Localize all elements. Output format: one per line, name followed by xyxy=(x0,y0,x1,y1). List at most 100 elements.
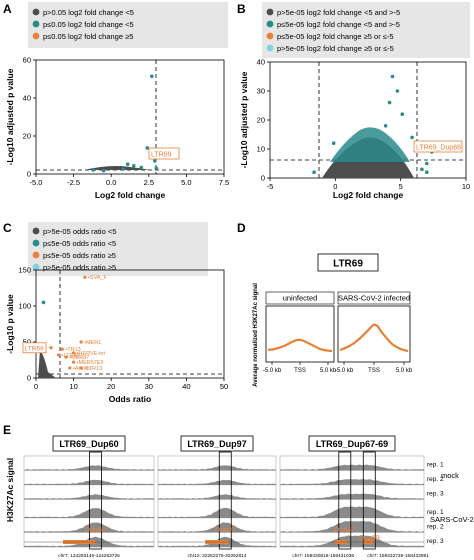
region-coords: chr12: 32252275-32252814 xyxy=(188,553,247,559)
legend-b-item-swatch xyxy=(266,8,274,16)
panel-letter-b: B xyxy=(237,2,246,16)
panel-letter-e: E xyxy=(3,423,11,437)
signal-track xyxy=(280,521,424,533)
region-highlight-box xyxy=(218,451,232,550)
legend-a-item-label: p>0.05 log2 fold change <5 xyxy=(43,8,134,17)
profile-infected xyxy=(339,323,409,353)
legend-a-item-swatch xyxy=(32,32,40,40)
data-point-b xyxy=(331,141,336,145)
data-point-a xyxy=(150,74,154,79)
data-point-a xyxy=(121,167,126,171)
plot-c-frame xyxy=(35,269,225,379)
signal-track xyxy=(158,494,276,500)
dup-label: Dup69 xyxy=(359,535,380,542)
data-point-b xyxy=(425,170,429,174)
legend-b-item-swatch xyxy=(266,32,274,40)
axis-c-ytick-label: 50 xyxy=(23,338,31,347)
data-point-b xyxy=(390,74,395,79)
signal-track xyxy=(280,506,424,518)
tracks-e: LTR69_Dup60 Dup60 chr7: 124263146-12426372… xyxy=(23,435,429,559)
region-title-box xyxy=(52,435,126,452)
ylabel-c: -Log10 p value xyxy=(5,294,15,354)
axis-a-xtick-label: 0.0 xyxy=(106,178,116,187)
data-point-b xyxy=(395,89,400,93)
axis-a-ytick-label: 0 xyxy=(27,170,31,179)
axis-ticks-c: 0 10 20 30 40 50 0 50 100 150 xyxy=(18,266,228,392)
legend-c: p>5e-05 odds ratio <5 p≤5e-05 odds ratio … xyxy=(32,227,116,272)
legend-c-item-swatch xyxy=(32,239,40,247)
axis-a-ytick-label: 20 xyxy=(23,132,31,141)
panel-a: p>0.05 log2 fold change <5 p≤0.05 log2 fo… xyxy=(5,2,229,200)
axis-ticks-d: -5.0 kb TSS 5.0 kb-5.0 kb TSS 5.0 kb xyxy=(263,362,413,374)
rep-label: rep. 2 xyxy=(427,476,444,483)
axis-b-xtick-label: 10 xyxy=(462,182,470,191)
axis-d-xtick-label: -5.0 kb xyxy=(335,368,354,374)
legend-a: p>0.05 log2 fold change <5 p≤0.05 log2 fo… xyxy=(32,8,134,41)
rep-labels-e: rep. 1 rep. 2 rep. 3 rep. 1 rep. 2 rep. 3 xyxy=(427,462,444,546)
panel-letter-d: D xyxy=(237,221,246,235)
axis-c-ytick-label: 100 xyxy=(18,302,31,311)
region-highlight-box xyxy=(89,451,102,550)
axis-a-xtick-label: -5.0 xyxy=(30,178,43,187)
facet-d1-strip xyxy=(265,291,335,305)
axis-b-xtick-label: -5 xyxy=(267,182,274,191)
ylabel-d: Average normalized H3K27Ac signal xyxy=(253,283,259,387)
axis-b-xtick-label: 5 xyxy=(399,182,403,191)
ylabel-a: -Log10 adjusted p value xyxy=(5,68,15,165)
rep-label: rep. 2 xyxy=(427,524,444,531)
data-point-c xyxy=(79,366,83,370)
data-point-c xyxy=(56,353,61,357)
region-title: LTR69_Dup60 xyxy=(59,439,118,449)
labeled-points-c: •SVA_F •MER1 •TR13•HERVE-int•MER87•MER57E3… xyxy=(22,275,108,372)
rep-label: rep. 1 xyxy=(427,509,444,516)
axis-c-ytick-label: 150 xyxy=(18,266,31,275)
legend-c-item-swatch xyxy=(32,263,40,271)
data-point-c xyxy=(72,351,76,355)
axis-a-xtick-label: -2.5 xyxy=(67,178,80,187)
legend-a-item-label: p≤0.05 log2 fold change ≥5 xyxy=(43,32,133,41)
data-point-b xyxy=(400,112,405,116)
axis-c-xtick-label: 30 xyxy=(145,382,153,391)
signal-track xyxy=(24,508,154,518)
data-point-a xyxy=(91,168,95,172)
region-title-box xyxy=(308,435,396,452)
data-point-a xyxy=(145,146,150,150)
axis-b-ytick-label: 0 xyxy=(261,174,265,183)
point-label-c: •MER87 xyxy=(69,355,89,361)
rep-label: rep. 3 xyxy=(427,538,444,545)
legend-a-item-swatch xyxy=(32,20,40,28)
axis-c-ytick-label: 0 xyxy=(27,374,31,383)
region-coords: chr7: 158430816-158431036 xyxy=(292,553,354,559)
axis-d-xtick-label: -5.0 kb xyxy=(263,368,282,374)
axis-b-ytick-label: 30 xyxy=(257,87,265,96)
signal-track xyxy=(158,479,276,485)
data-point-a xyxy=(139,165,144,170)
facet-d1-panel xyxy=(265,305,335,363)
annotation-b-box xyxy=(413,140,463,153)
legend-c-item-label: p>5e-05 odds ratio ≥5 xyxy=(43,263,116,272)
legend-c-item-swatch xyxy=(32,251,40,259)
ylabel-e: H3K27Ac signal xyxy=(5,458,15,522)
axis-ticks-a: -5.0 -2.5 0.0 2.5 5.0 7.5 0 20 40 60 xyxy=(23,56,230,188)
panel-letter-c: C xyxy=(3,221,12,235)
point-label-c: •SVA_F xyxy=(88,275,108,281)
data-point-a xyxy=(131,164,136,168)
signal-track xyxy=(24,479,154,485)
data-point-b xyxy=(312,170,316,174)
data-point-c xyxy=(68,366,72,370)
legend-b-item-label: p>5e-05 log2 fold change <5 and >-5 xyxy=(277,8,400,17)
xlabel-b: Log2 fold change xyxy=(333,190,404,200)
axis-b-ytick-label: 10 xyxy=(257,145,265,154)
signal-track xyxy=(280,464,424,471)
legend-a-item-swatch xyxy=(32,8,40,16)
legend-b-box xyxy=(262,2,470,58)
axis-c-xtick-label: 50 xyxy=(220,382,228,391)
data-point-a xyxy=(125,162,130,167)
profile-uninfected xyxy=(267,338,333,353)
title-d-box xyxy=(317,253,379,272)
data-point-b xyxy=(420,167,424,172)
axis-c-xtick-label: 10 xyxy=(69,382,77,391)
data-point-a xyxy=(153,159,157,163)
axis-d-xtick-label: 5.0 kb xyxy=(320,368,337,374)
group-label-sars: SARS-CoV-2 xyxy=(430,515,474,524)
